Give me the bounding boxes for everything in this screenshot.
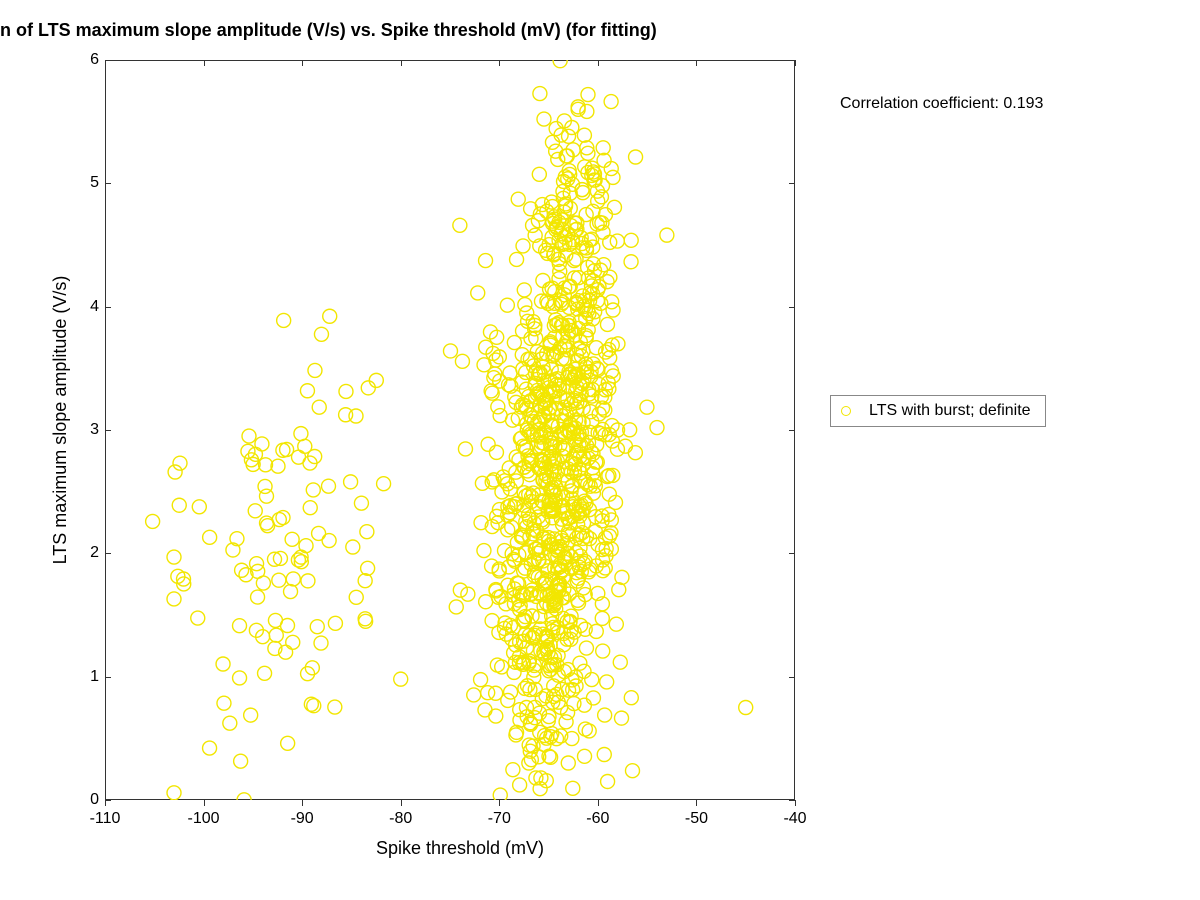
legend: LTS with burst; definite <box>830 395 1046 427</box>
ytick-mark <box>105 677 111 678</box>
y-axis-label: LTS maximum slope amplitude (V/s) <box>50 250 71 590</box>
ytick-mark-right <box>789 430 795 431</box>
xtick-label: -90 <box>291 810 314 828</box>
xtick-mark <box>401 800 402 806</box>
ytick-mark-right <box>789 677 795 678</box>
ytick-mark <box>105 307 111 308</box>
xtick-mark <box>795 800 796 806</box>
xtick-mark <box>598 800 599 806</box>
ytick-label: 1 <box>75 668 99 686</box>
ytick-mark <box>105 430 111 431</box>
xtick-label: -110 <box>90 810 121 828</box>
ytick-mark <box>105 183 111 184</box>
ytick-label: 3 <box>75 421 99 439</box>
xtick-mark-top <box>302 60 303 66</box>
ytick-mark <box>105 800 111 801</box>
ytick-label: 2 <box>75 544 99 562</box>
xtick-label: -80 <box>389 810 412 828</box>
xtick-mark-top <box>499 60 500 66</box>
xtick-label: -50 <box>685 810 708 828</box>
legend-marker <box>841 406 851 416</box>
ytick-label: 4 <box>75 298 99 316</box>
xtick-mark <box>302 800 303 806</box>
xtick-mark-top <box>204 60 205 66</box>
ytick-mark-right <box>789 60 795 61</box>
xtick-mark <box>499 800 500 806</box>
x-axis-label: Spike threshold (mV) <box>350 838 570 859</box>
xtick-mark-top <box>598 60 599 66</box>
xtick-mark-top <box>696 60 697 66</box>
xtick-label: -100 <box>188 810 220 828</box>
ytick-mark-right <box>789 307 795 308</box>
correlation-annotation: Correlation coefficient: 0.193 <box>840 95 1043 113</box>
ytick-mark-right <box>789 800 795 801</box>
ytick-mark-right <box>789 553 795 554</box>
xtick-mark <box>696 800 697 806</box>
ytick-mark-right <box>789 183 795 184</box>
xtick-label: -40 <box>783 810 806 828</box>
xtick-mark-top <box>401 60 402 66</box>
xtick-label: -60 <box>586 810 609 828</box>
legend-label: LTS with burst; definite <box>869 402 1031 420</box>
scatter-points-layer <box>0 0 1200 900</box>
xtick-mark-top <box>795 60 796 66</box>
xtick-label: -70 <box>488 810 511 828</box>
ytick-label: 5 <box>75 174 99 192</box>
ytick-mark <box>105 60 111 61</box>
ytick-label: 0 <box>75 791 99 809</box>
ytick-label: 6 <box>75 51 99 69</box>
xtick-mark <box>204 800 205 806</box>
ytick-mark <box>105 553 111 554</box>
